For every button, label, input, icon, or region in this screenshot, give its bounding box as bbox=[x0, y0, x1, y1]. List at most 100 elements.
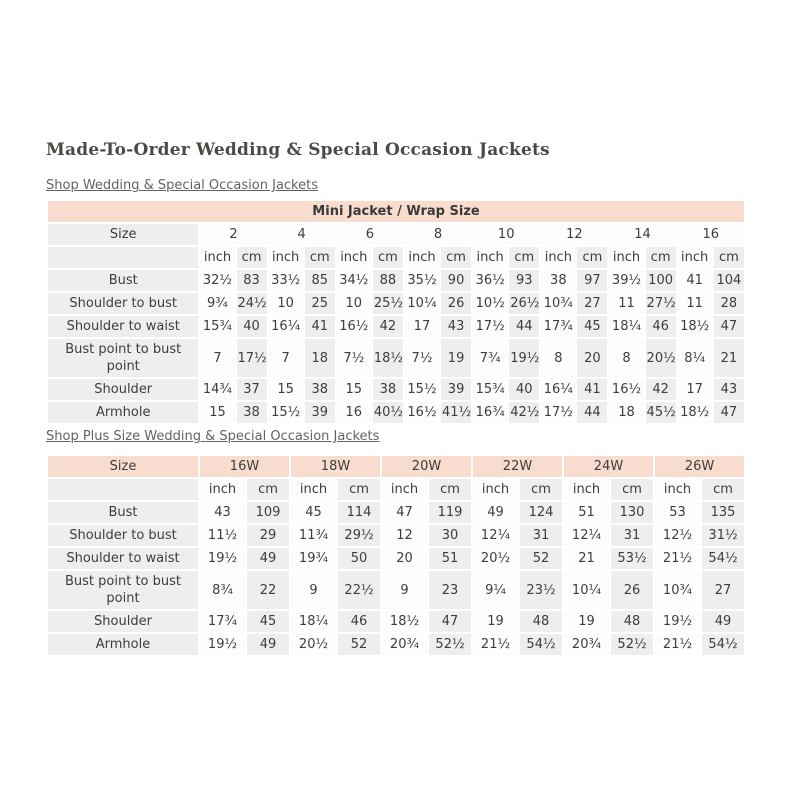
measurement-value: 21½ bbox=[655, 548, 700, 569]
measurement-value: 42 bbox=[372, 316, 403, 337]
measurement-value: 19½ bbox=[200, 634, 245, 655]
size-column-header: 18W bbox=[291, 456, 380, 477]
cm-unit-cell: cm bbox=[372, 247, 403, 268]
measurement-value: 83 bbox=[236, 270, 267, 291]
units-row-label bbox=[48, 479, 198, 500]
size-column-header: 8 bbox=[404, 224, 472, 245]
measurement-value: 12 bbox=[382, 525, 427, 546]
measurement-label: Shoulder to bust bbox=[48, 293, 199, 314]
inch-unit-cell: inch bbox=[291, 479, 336, 500]
measurement-value: 18½ bbox=[372, 339, 403, 377]
measurement-value: 119 bbox=[429, 502, 471, 523]
measurement-value: 10 bbox=[268, 293, 303, 314]
measurement-value: 52½ bbox=[429, 634, 471, 655]
size-column-header: 26W bbox=[655, 456, 744, 477]
measurement-value: 27 bbox=[702, 571, 744, 609]
measurement-value: 44 bbox=[509, 316, 540, 337]
cm-unit-cell: cm bbox=[520, 479, 562, 500]
measurement-value: 19 bbox=[564, 611, 609, 632]
cm-unit-cell: cm bbox=[236, 247, 267, 268]
measurement-value: 8 bbox=[541, 339, 576, 377]
measurement-value: 53½ bbox=[611, 548, 653, 569]
measurement-value: 8 bbox=[609, 339, 644, 377]
measurement-value: 20½ bbox=[645, 339, 676, 377]
measurement-value: 29½ bbox=[338, 525, 380, 546]
measurement-value: 21½ bbox=[473, 634, 518, 655]
cm-unit-cell: cm bbox=[247, 479, 289, 500]
measurement-value: 52½ bbox=[611, 634, 653, 655]
measurement-value: 7½ bbox=[336, 339, 371, 377]
measurement-value: 9¼ bbox=[473, 571, 518, 609]
measurement-value: 15¾ bbox=[200, 316, 235, 337]
measurement-value: 36½ bbox=[473, 270, 508, 291]
shop-plus-size-jackets-link[interactable]: Shop Plus Size Wedding & Special Occasio… bbox=[46, 429, 380, 444]
measurement-value: 42 bbox=[645, 379, 676, 400]
cm-unit-cell: cm bbox=[509, 247, 540, 268]
measurement-value: 21½ bbox=[655, 634, 700, 655]
measurement-value: 49 bbox=[247, 548, 289, 569]
measurement-value: 40½ bbox=[372, 402, 403, 423]
measurement-value: 45½ bbox=[645, 402, 676, 423]
measurement-value: 52 bbox=[338, 634, 380, 655]
measurement-label: Shoulder to waist bbox=[48, 548, 198, 569]
measurement-value: 7½ bbox=[404, 339, 440, 377]
measurement-value: 15¾ bbox=[473, 379, 508, 400]
cm-unit-cell: cm bbox=[429, 479, 471, 500]
measurement-value: 20¾ bbox=[382, 634, 427, 655]
measurement-value: 10¼ bbox=[404, 293, 440, 314]
measurement-value: 16½ bbox=[336, 316, 371, 337]
measurement-value: 29 bbox=[247, 525, 289, 546]
measurement-value: 51 bbox=[429, 548, 471, 569]
measurement-label: Shoulder to bust bbox=[48, 525, 198, 546]
measurement-value: 52 bbox=[520, 548, 562, 569]
measurement-value: 14¾ bbox=[200, 379, 235, 400]
measurement-value: 32½ bbox=[200, 270, 235, 291]
measurement-value: 16 bbox=[336, 402, 371, 423]
measurement-label: Bust bbox=[48, 502, 198, 523]
units-row-label bbox=[48, 247, 199, 268]
measurement-value: 53 bbox=[655, 502, 700, 523]
measurement-value: 21 bbox=[564, 548, 609, 569]
measurement-value: 51 bbox=[564, 502, 609, 523]
size-column-header: 20W bbox=[382, 456, 471, 477]
measurement-value: 18½ bbox=[382, 611, 427, 632]
measurement-value: 23½ bbox=[520, 571, 562, 609]
measurement-value: 49 bbox=[473, 502, 518, 523]
measurement-value: 16¼ bbox=[541, 379, 576, 400]
measurement-value: 8¾ bbox=[200, 571, 245, 609]
measurement-value: 11¾ bbox=[291, 525, 336, 546]
measurement-value: 25½ bbox=[372, 293, 403, 314]
size-column-header: 22W bbox=[473, 456, 562, 477]
measurement-value: 10 bbox=[336, 293, 371, 314]
inch-unit-cell: inch bbox=[541, 247, 576, 268]
size-column-header: 24W bbox=[564, 456, 653, 477]
measurement-value: 38 bbox=[304, 379, 335, 400]
measurement-value: 38 bbox=[541, 270, 576, 291]
measurement-value: 31 bbox=[611, 525, 653, 546]
inch-unit-cell: inch bbox=[564, 479, 609, 500]
cm-unit-cell: cm bbox=[713, 247, 744, 268]
measurement-value: 15½ bbox=[404, 379, 440, 400]
measurement-value: 41 bbox=[677, 270, 712, 291]
measurement-value: 7¾ bbox=[473, 339, 508, 377]
measurement-value: 48 bbox=[520, 611, 562, 632]
measurement-value: 19¾ bbox=[291, 548, 336, 569]
measurement-value: 114 bbox=[338, 502, 380, 523]
measurement-value: 16½ bbox=[609, 379, 644, 400]
inch-unit-cell: inch bbox=[655, 479, 700, 500]
measurement-value: 12¼ bbox=[564, 525, 609, 546]
measurement-label: Shoulder bbox=[48, 611, 198, 632]
measurement-value: 16¼ bbox=[268, 316, 303, 337]
measurement-value: 8¼ bbox=[677, 339, 712, 377]
measurement-value: 48 bbox=[611, 611, 653, 632]
measurement-value: 28 bbox=[713, 293, 744, 314]
shop-wedding-jackets-link[interactable]: Shop Wedding & Special Occasion Jackets bbox=[46, 178, 318, 193]
measurement-value: 39 bbox=[304, 402, 335, 423]
measurement-value: 38 bbox=[372, 379, 403, 400]
measurement-value: 54½ bbox=[520, 634, 562, 655]
measurement-value: 46 bbox=[645, 316, 676, 337]
measurement-value: 26½ bbox=[509, 293, 540, 314]
measurement-value: 45 bbox=[577, 316, 608, 337]
cm-unit-cell: cm bbox=[338, 479, 380, 500]
measurement-value: 39 bbox=[441, 379, 472, 400]
